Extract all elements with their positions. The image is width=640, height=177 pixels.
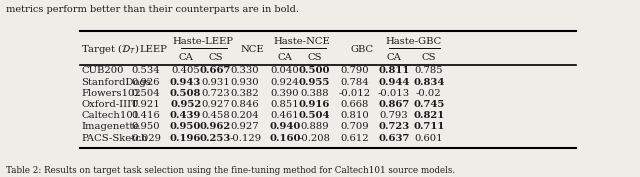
Text: metrics perform better than their counterparts are in bold.: metrics perform better than their counte… [6, 5, 300, 14]
Text: 0.405: 0.405 [172, 67, 200, 75]
Text: CA: CA [277, 53, 292, 62]
Text: CA: CA [178, 53, 193, 62]
Text: -0.012: -0.012 [338, 89, 371, 98]
Text: Haste-LEEP: Haste-LEEP [173, 36, 234, 45]
Text: Haste-GBC: Haste-GBC [386, 36, 442, 45]
Text: 0.711: 0.711 [413, 122, 444, 131]
Text: NCE: NCE [241, 45, 264, 54]
Text: 0.723: 0.723 [201, 89, 230, 98]
Text: GBC: GBC [350, 45, 373, 54]
Text: 0.790: 0.790 [340, 67, 369, 75]
Text: 0.924: 0.924 [271, 78, 300, 87]
Text: 0.851: 0.851 [271, 100, 300, 109]
Text: PACS-Sketch: PACS-Sketch [81, 133, 148, 142]
Text: CS: CS [421, 53, 436, 62]
Text: 0.504: 0.504 [299, 111, 330, 120]
Text: 0.916: 0.916 [299, 100, 330, 109]
Text: 0.821: 0.821 [413, 111, 444, 120]
Text: 0.785: 0.785 [414, 67, 443, 75]
Text: 0.811: 0.811 [378, 67, 410, 75]
Text: CS: CS [208, 53, 223, 62]
Text: Oxford-IIIT: Oxford-IIIT [81, 100, 138, 109]
Text: 0.612: 0.612 [340, 133, 369, 142]
Text: 0.745: 0.745 [413, 100, 444, 109]
Text: StanfordDogs: StanfordDogs [81, 78, 151, 87]
Text: CA: CA [387, 53, 401, 62]
Text: Caltech101: Caltech101 [81, 111, 140, 120]
Text: Imagenette: Imagenette [81, 122, 140, 131]
Text: -0.208: -0.208 [299, 133, 331, 142]
Text: 0.943: 0.943 [170, 78, 202, 87]
Text: 0.416: 0.416 [132, 111, 161, 120]
Text: 0.927: 0.927 [201, 100, 230, 109]
Text: CUB200: CUB200 [81, 67, 124, 75]
Text: 0.330: 0.330 [231, 67, 259, 75]
Text: 0.667: 0.667 [200, 67, 231, 75]
Text: 0.950: 0.950 [170, 122, 202, 131]
Text: -0.013: -0.013 [378, 89, 410, 98]
Text: 0.962: 0.962 [200, 122, 231, 131]
Text: 0.196: 0.196 [170, 133, 202, 142]
Text: 0.204: 0.204 [231, 111, 260, 120]
Text: 0.253: 0.253 [200, 133, 231, 142]
Text: 0.930: 0.930 [231, 78, 259, 87]
Text: 0.921: 0.921 [132, 100, 161, 109]
Text: -0.02: -0.02 [416, 89, 442, 98]
Text: 0.955: 0.955 [299, 78, 330, 87]
Text: 0.927: 0.927 [231, 122, 259, 131]
Text: -0.129: -0.129 [229, 133, 261, 142]
Text: 0.793: 0.793 [380, 111, 408, 120]
Text: 0.889: 0.889 [300, 122, 329, 131]
Text: 0.388: 0.388 [300, 89, 329, 98]
Text: 0.810: 0.810 [340, 111, 369, 120]
Text: Table 2: Results on target task selection using the fine-tuning method for Calte: Table 2: Results on target task selectio… [6, 166, 456, 175]
Text: 0.390: 0.390 [271, 89, 299, 98]
Text: 0.944: 0.944 [378, 78, 410, 87]
Text: 0.950: 0.950 [132, 122, 160, 131]
Text: 0.723: 0.723 [378, 122, 410, 131]
Text: 0.846: 0.846 [231, 100, 259, 109]
Text: CS: CS [307, 53, 322, 62]
Text: 0.952: 0.952 [170, 100, 201, 109]
Text: -0.029: -0.029 [130, 133, 162, 142]
Text: 0.534: 0.534 [132, 67, 161, 75]
Text: 0.931: 0.931 [201, 78, 230, 87]
Text: 0.504: 0.504 [132, 89, 161, 98]
Text: 0.458: 0.458 [201, 111, 230, 120]
Text: 0.867: 0.867 [378, 100, 410, 109]
Text: 0.160: 0.160 [269, 133, 301, 142]
Text: 0.834: 0.834 [413, 78, 444, 87]
Text: 0.784: 0.784 [340, 78, 369, 87]
Text: Flowers102: Flowers102 [81, 89, 141, 98]
Text: 0.601: 0.601 [414, 133, 443, 142]
Text: 0.439: 0.439 [170, 111, 202, 120]
Text: 0.926: 0.926 [132, 78, 160, 87]
Text: 0.040: 0.040 [271, 67, 300, 75]
Text: LEEP: LEEP [140, 45, 167, 54]
Text: 0.668: 0.668 [340, 100, 369, 109]
Text: 0.508: 0.508 [170, 89, 202, 98]
Text: Target ($\mathcal{D}_T$): Target ($\mathcal{D}_T$) [81, 42, 140, 56]
Text: 0.500: 0.500 [299, 67, 330, 75]
Text: 0.382: 0.382 [231, 89, 259, 98]
Text: 0.637: 0.637 [378, 133, 410, 142]
Text: 0.461: 0.461 [271, 111, 300, 120]
Text: 0.940: 0.940 [269, 122, 301, 131]
Text: Haste-NCE: Haste-NCE [274, 36, 331, 45]
Text: 0.709: 0.709 [340, 122, 369, 131]
